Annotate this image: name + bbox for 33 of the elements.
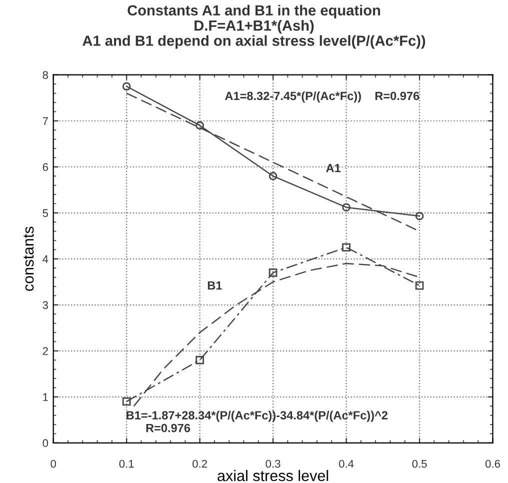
annotation: B1 bbox=[208, 281, 222, 290]
y-tick-label: 8 bbox=[42, 71, 48, 79]
x-tick-label: 0.2 bbox=[192, 460, 207, 468]
chart-title: Constants A1 and B1 in the equation D.F=A1+B1*(Ash) A1 and B1 depend on axial stress level(P/(Ac*Fc)) bbox=[82, 4, 426, 49]
annotation: B1=-1.87+28.34*(P/(Ac*Fc))-34.84*(P/(Ac*Fc))^2 R=0.976 bbox=[126, 410, 388, 432]
point bbox=[122, 82, 131, 91]
x-tick-label: 0 bbox=[50, 460, 56, 468]
point bbox=[122, 397, 131, 406]
y-tick-label: 2 bbox=[42, 347, 48, 355]
annotation: A1 bbox=[326, 164, 341, 172]
point bbox=[196, 356, 204, 364]
point bbox=[196, 121, 204, 130]
y-tick-label: 0 bbox=[42, 439, 48, 448]
x-tick-label: 0.1 bbox=[119, 460, 134, 468]
point bbox=[268, 268, 278, 277]
x-axis-title: axial stress level bbox=[218, 470, 328, 482]
y-tick-label: 1 bbox=[43, 393, 48, 401]
point bbox=[342, 203, 350, 212]
point bbox=[415, 281, 424, 290]
x-tick-label: 0.6 bbox=[485, 460, 500, 468]
y-tick-label: 6 bbox=[42, 163, 48, 172]
point bbox=[268, 172, 278, 180]
x-tick-label: 0.5 bbox=[412, 460, 427, 468]
y-tick-label: 4 bbox=[42, 255, 48, 263]
y-tick-label: 7 bbox=[42, 117, 48, 125]
y-tick-label: 5 bbox=[42, 209, 48, 218]
x-tick-label: 0.3 bbox=[266, 460, 280, 468]
point bbox=[342, 243, 350, 252]
point bbox=[415, 212, 424, 220]
y-axis-title: constants bbox=[24, 226, 34, 291]
annotation: A1=8.32-7.45*(P/(Ac*Fc)) R=0.976 bbox=[225, 91, 420, 102]
x-tick-label: 0.4 bbox=[339, 460, 354, 468]
y-tick-label: 3 bbox=[42, 301, 48, 310]
